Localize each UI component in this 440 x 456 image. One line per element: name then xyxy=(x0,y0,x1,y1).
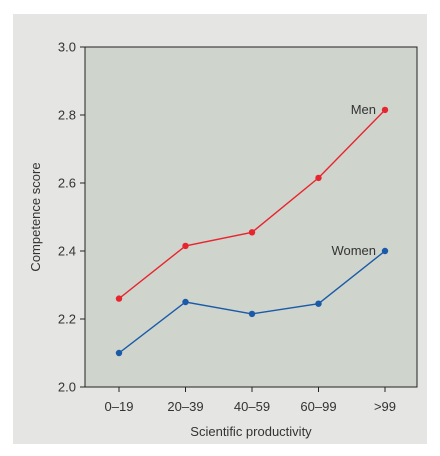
x-tick-label: 20–39 xyxy=(167,399,203,414)
y-axis: 2.0 2.2 2.4 2.6 2.8 3.0 xyxy=(58,40,85,395)
data-point xyxy=(182,298,189,306)
plot-area xyxy=(84,46,418,388)
y-tick-label: 2.2 xyxy=(58,312,76,327)
series-label-men: Men xyxy=(351,102,376,117)
x-axis-label: Scientific productivity xyxy=(190,424,312,439)
series-men: Men xyxy=(115,102,389,302)
y-tick-label: 2.0 xyxy=(58,380,76,395)
data-point xyxy=(315,174,322,182)
data-point xyxy=(115,349,123,357)
x-axis: 0–19 20–39 40–59 60–99 >99 xyxy=(105,387,396,414)
data-point xyxy=(182,242,189,250)
series-women: Women xyxy=(115,243,389,357)
data-point xyxy=(248,310,256,318)
y-tick-label: 2.6 xyxy=(58,176,76,191)
y-tick-label: 2.4 xyxy=(58,244,76,259)
y-tick-label: 3.0 xyxy=(58,40,76,55)
x-tick-label: 0–19 xyxy=(105,399,134,414)
series-label-women: Women xyxy=(331,243,376,258)
data-point xyxy=(115,295,123,302)
x-tick-label: 60–99 xyxy=(300,399,336,414)
data-point xyxy=(248,229,256,236)
series-layer: Men Women xyxy=(115,102,389,357)
data-point xyxy=(381,247,389,255)
y-axis-label: Competence score xyxy=(28,162,43,271)
x-tick-label: >99 xyxy=(374,399,396,414)
data-point xyxy=(381,106,389,114)
x-tick-label: 40–59 xyxy=(234,399,270,414)
y-tick-label: 2.8 xyxy=(58,108,76,123)
data-point xyxy=(315,300,322,307)
